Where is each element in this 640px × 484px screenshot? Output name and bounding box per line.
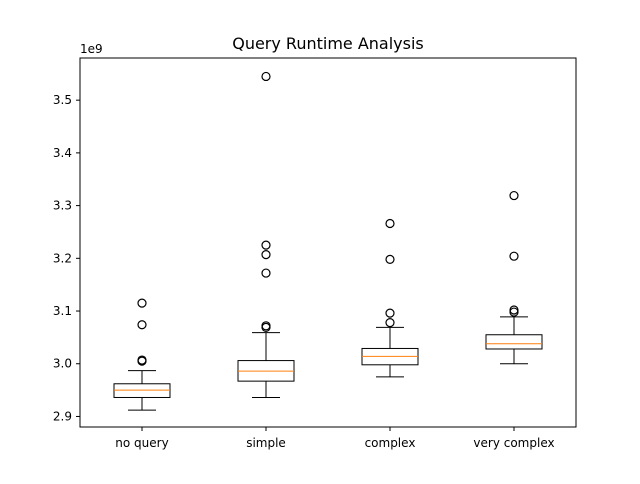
- outlier-point: [261, 268, 271, 278]
- outlier-point: [137, 355, 147, 365]
- x-tick-label: simple: [246, 436, 286, 450]
- outlier-point: [137, 298, 147, 308]
- outlier-point: [261, 250, 271, 260]
- x-tick-label: complex: [365, 436, 416, 450]
- box-iqr: [485, 334, 543, 350]
- y-tick-label: 3.3: [53, 199, 72, 213]
- y-tick-label: 2.9: [53, 409, 72, 423]
- y-axis-offset-label: 1e9: [80, 42, 103, 56]
- y-axis: 2.9 3.0 3.1 3.2 3.3 3.4 3.5: [53, 93, 80, 423]
- outlier-point: [261, 321, 271, 331]
- x-tick-label: very complex: [473, 436, 554, 450]
- outlier-point: [385, 318, 395, 328]
- y-tick-label: 3.2: [53, 251, 72, 265]
- y-tick-label: 3.1: [53, 304, 72, 318]
- outlier-point: [261, 71, 271, 82]
- box-group: [237, 71, 295, 398]
- box-group: [485, 190, 543, 365]
- box-iqr: [113, 383, 171, 398]
- axes-frame: [79, 57, 577, 428]
- box-group: [361, 218, 419, 378]
- outlier-point: [385, 308, 395, 318]
- y-tick-label: 3.0: [53, 357, 72, 371]
- chart-title: Query Runtime Analysis: [232, 34, 424, 53]
- outlier-point: [261, 240, 271, 250]
- outlier-point: [385, 254, 395, 264]
- outlier-point: [385, 218, 395, 229]
- outlier-point: [137, 320, 147, 330]
- outlier-point: [509, 305, 519, 315]
- y-tick-label: 3.4: [53, 146, 72, 160]
- x-tick-label: no query: [115, 436, 168, 450]
- y-tick-label: 3.5: [53, 93, 72, 107]
- plot-area: [113, 71, 543, 411]
- outlier-point: [509, 251, 519, 261]
- x-axis: no query simple complex very complex: [115, 427, 555, 450]
- outlier-point: [509, 190, 519, 201]
- box-group: [113, 298, 171, 411]
